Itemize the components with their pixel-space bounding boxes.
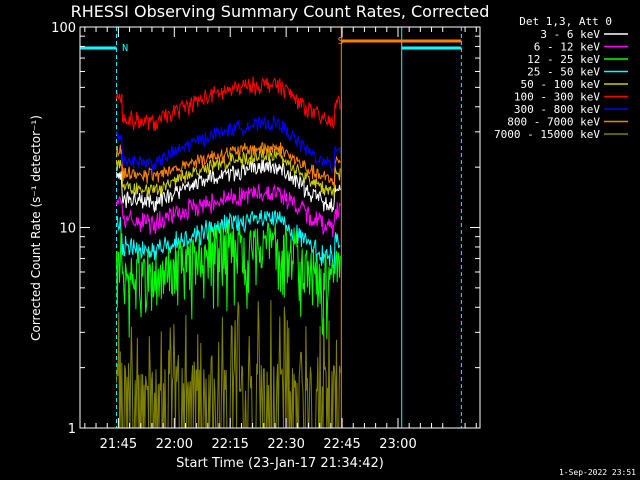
saa-annotation: S [338,36,344,47]
series-line-7 [116,142,341,188]
axes-layer: 1 10 100 21:45 22:00 22:15 22:30 22:45 23:00 [51,21,480,452]
legend-label: 6 - 12 keV [534,41,601,54]
y-tick-label: 100 [51,21,76,36]
legend-label: 800 - 7000 keV [507,116,600,129]
series-line-2 [116,221,341,340]
x-tick-label: 22:15 [211,437,248,452]
x-tick-label: 22:30 [267,437,304,452]
x-axis-label: Start Time (23-Jan-17 21:34:42) [176,456,384,471]
series-line-5 [116,76,341,131]
timestamp: 1-Sep-2022 23:51 [559,468,636,477]
legend-label: 300 - 800 keV [514,103,600,116]
series-line-1 [116,183,341,238]
series-line-6 [116,115,341,175]
y-axis-label: Corrected Count Rate (s⁻¹ detector⁻¹) [29,115,43,341]
x-tick-label: 22:45 [323,437,360,452]
night-annotation: N [122,43,128,54]
legend-label: 3 - 6 keV [540,28,600,41]
legend-label: 12 - 25 keV [527,53,600,66]
series-line-0 [116,159,341,213]
legend-label: 100 - 300 keV [514,91,600,104]
legend-label: 7000 - 15000 keV [494,128,600,141]
series-line-4 [116,147,341,197]
data-layer: NS [80,27,462,429]
y-tick-label: 1 [68,422,76,437]
y-tick-label: 10 [59,222,76,237]
x-tick-label: 21:45 [100,437,137,452]
legend-label: 25 - 50 keV [527,66,600,79]
x-tick-label: 22:00 [156,437,193,452]
x-tick-label: 23:00 [379,437,416,452]
series-line-3 [116,209,341,269]
legend-label: 50 - 100 keV [521,78,601,91]
chart-title: RHESSI Observing Summary Count Rates, Co… [71,2,490,21]
legend-header: Det 1,3, Att 0 [519,15,612,28]
